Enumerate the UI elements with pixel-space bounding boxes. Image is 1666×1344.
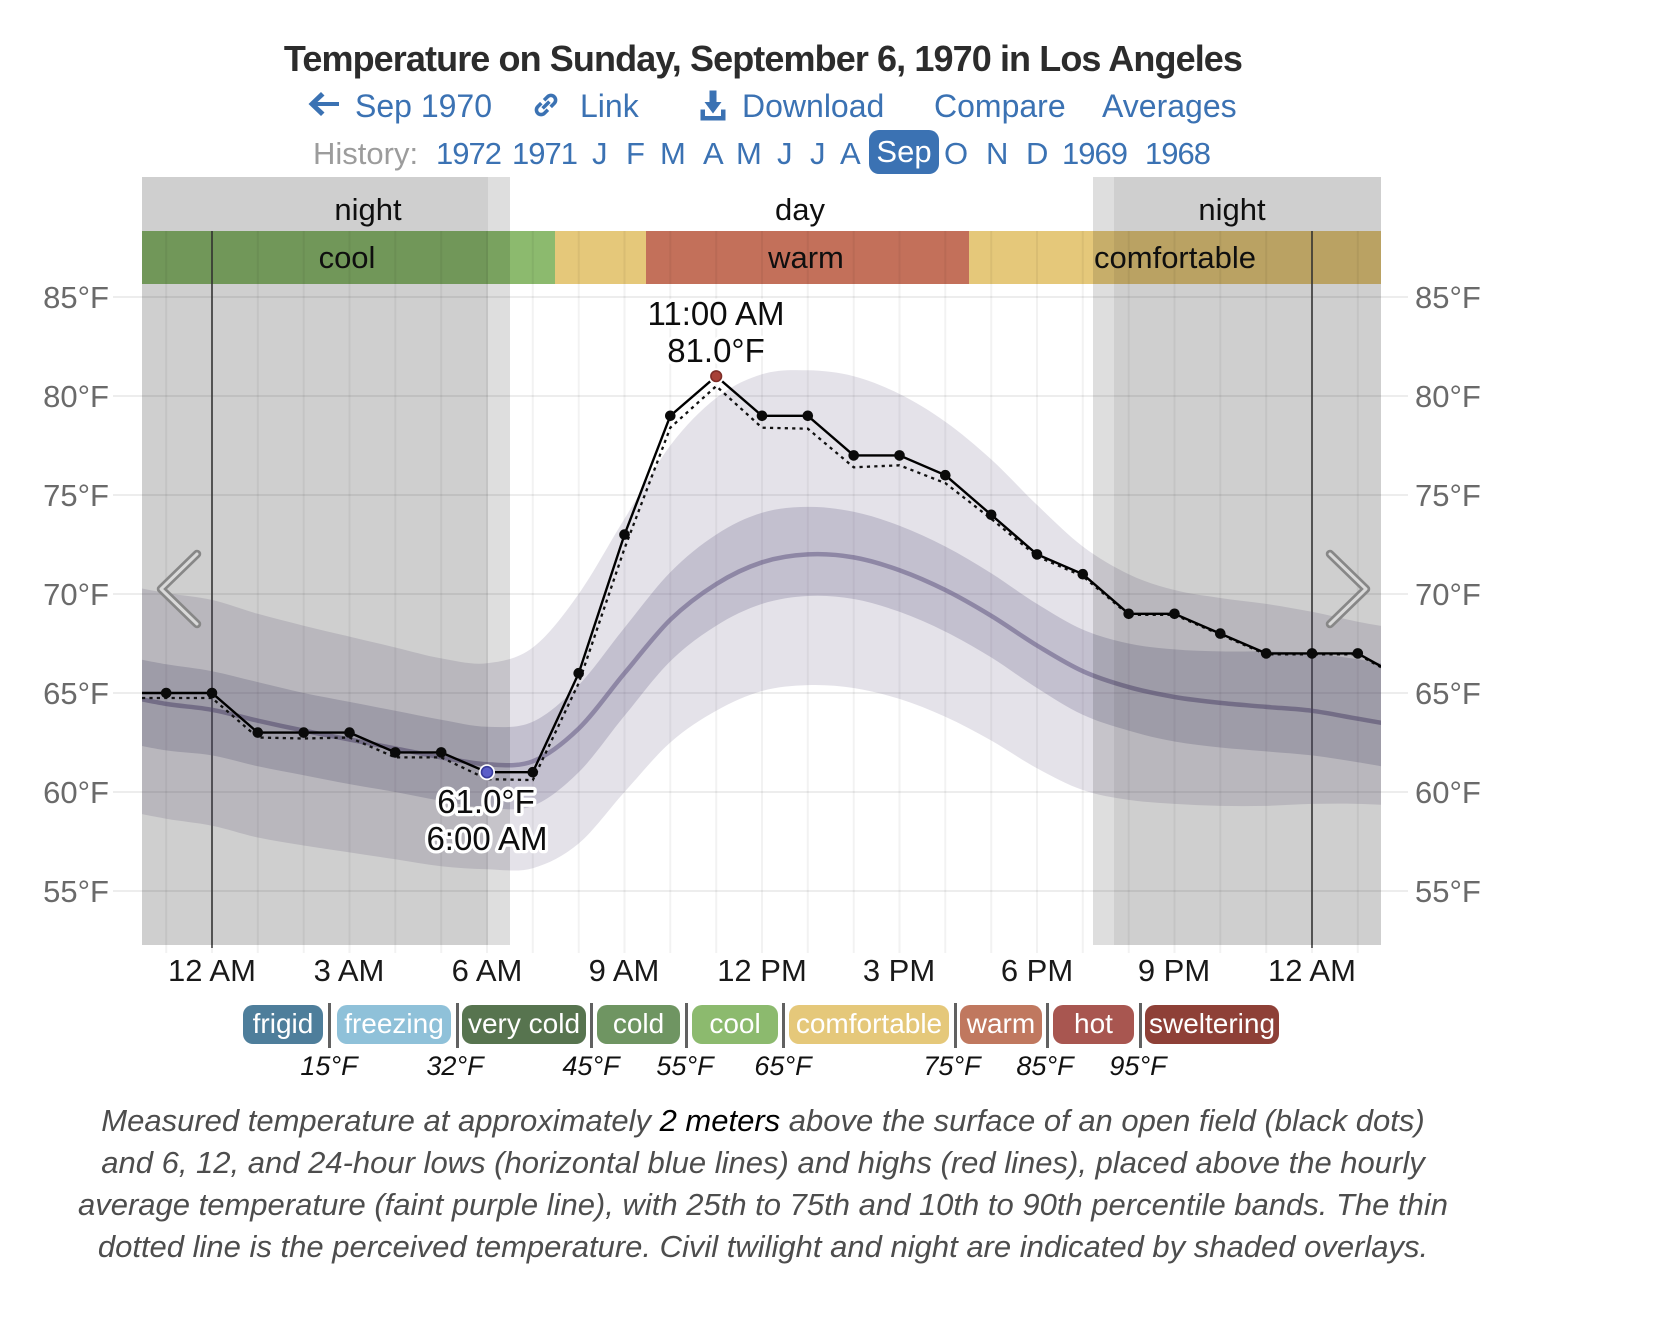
svg-text:70°F: 70°F bbox=[1415, 577, 1481, 612]
svg-text:75°F: 75°F bbox=[1415, 478, 1481, 513]
svg-text:80°F: 80°F bbox=[43, 379, 109, 414]
svg-text:night: night bbox=[334, 192, 402, 227]
svg-text:3 PM: 3 PM bbox=[863, 953, 935, 988]
svg-text:warm: warm bbox=[767, 240, 844, 275]
svg-text:12 PM: 12 PM bbox=[717, 953, 807, 988]
svg-text:85°F: 85°F bbox=[1415, 280, 1481, 315]
svg-text:9 PM: 9 PM bbox=[1138, 953, 1210, 988]
svg-text:55°F: 55°F bbox=[1415, 874, 1481, 909]
svg-text:85°F: 85°F bbox=[43, 280, 109, 315]
svg-text:9 AM: 9 AM bbox=[589, 953, 660, 988]
svg-text:11:00 AM: 11:00 AM bbox=[648, 295, 785, 332]
svg-text:80°F: 80°F bbox=[1415, 379, 1481, 414]
svg-text:81.0°F: 81.0°F bbox=[667, 332, 765, 369]
svg-text:6 PM: 6 PM bbox=[1001, 953, 1073, 988]
svg-text:cool: cool bbox=[319, 240, 376, 275]
svg-text:55°F: 55°F bbox=[43, 874, 109, 909]
svg-text:60°F: 60°F bbox=[1415, 775, 1481, 810]
svg-text:70°F: 70°F bbox=[43, 577, 109, 612]
svg-text:12 AM: 12 AM bbox=[168, 953, 256, 988]
svg-text:12 AM: 12 AM bbox=[1268, 953, 1356, 988]
svg-text:day: day bbox=[775, 192, 825, 227]
svg-text:3 AM: 3 AM bbox=[314, 953, 385, 988]
svg-text:6:00 AM: 6:00 AM bbox=[426, 820, 547, 857]
svg-text:6 AM: 6 AM bbox=[452, 953, 523, 988]
svg-text:61.0°F: 61.0°F bbox=[437, 783, 535, 820]
svg-text:60°F: 60°F bbox=[43, 775, 109, 810]
svg-text:65°F: 65°F bbox=[43, 676, 109, 711]
svg-text:night: night bbox=[1198, 192, 1266, 227]
svg-text:75°F: 75°F bbox=[43, 478, 109, 513]
svg-text:comfortable: comfortable bbox=[1094, 240, 1256, 275]
svg-text:65°F: 65°F bbox=[1415, 676, 1481, 711]
